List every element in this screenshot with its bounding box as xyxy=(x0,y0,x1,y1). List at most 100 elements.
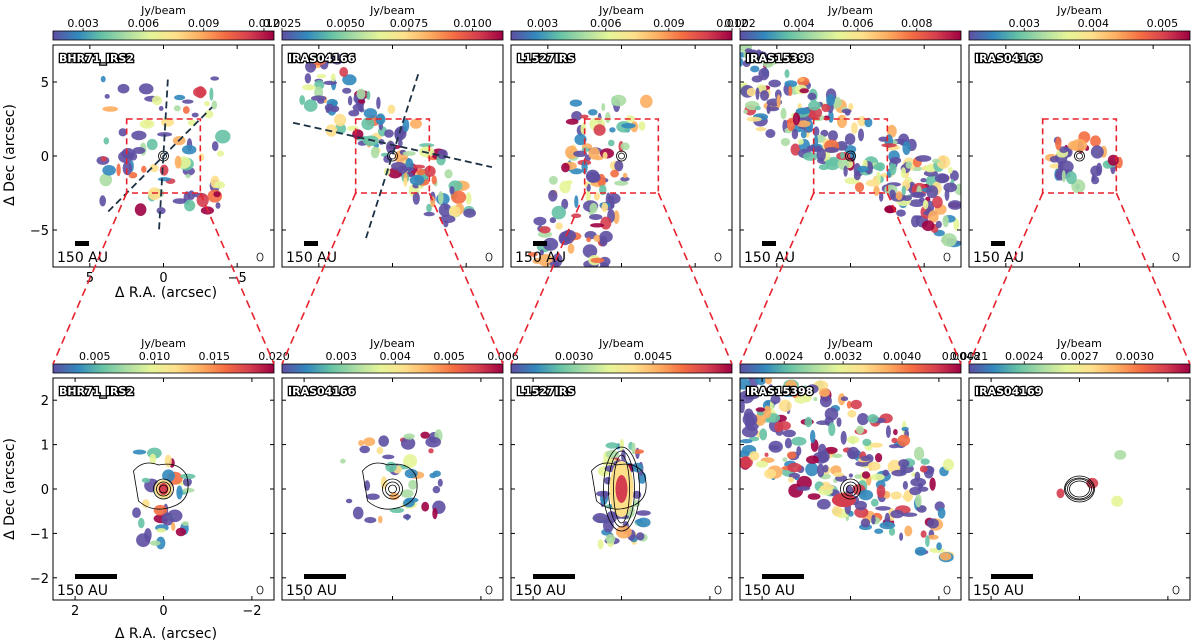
contours xyxy=(616,150,627,162)
scale-bar xyxy=(991,241,1005,246)
map-background xyxy=(969,45,1190,267)
colorbar-tick-label: 0.004 xyxy=(1078,17,1110,30)
contours xyxy=(1064,475,1095,503)
panel-overview-iras15398: Jy/beam 0.002 0.004 0.006 0.008 IRAS15398 150 … xyxy=(724,4,962,268)
contours xyxy=(133,462,189,510)
source-label: IRAS04169 xyxy=(975,52,1042,65)
source-label: IRAS04169 xyxy=(975,385,1042,398)
colorbar-tick-label: 0.005 xyxy=(1147,17,1179,30)
source-label: IRAS04166 xyxy=(288,385,356,398)
zoom-connectors xyxy=(52,192,1191,365)
beam-ellipse xyxy=(485,585,493,595)
contours xyxy=(362,462,418,510)
y-axis-label-top: Δ Dec (arcsec) xyxy=(2,104,18,206)
y-tick-label: −1 xyxy=(30,527,49,542)
zoom-connector-right xyxy=(1115,192,1191,365)
colorbar-tick-label: 0.0075 xyxy=(390,17,429,30)
scale-bar-label: 150 AU xyxy=(515,250,566,266)
zoom-box xyxy=(125,118,202,194)
scale-bar xyxy=(304,241,318,246)
map-background xyxy=(969,378,1190,600)
beam-ellipse xyxy=(714,585,722,595)
zoom-connector-left xyxy=(510,192,586,365)
colorbar xyxy=(281,363,504,374)
scale-bar xyxy=(991,574,1033,579)
colorbar-tick-label: 0.012 xyxy=(248,17,280,30)
zoom-box xyxy=(812,118,889,194)
colorbar xyxy=(52,363,275,374)
source-label: L1527IRS xyxy=(517,52,575,65)
x-tick-label: 2 xyxy=(71,604,79,619)
colorbar-tick-label: 0.0050 xyxy=(326,17,365,30)
scale-bar-label: 150 AU xyxy=(973,583,1024,599)
beam-ellipse xyxy=(943,585,951,595)
beam-ellipse xyxy=(256,252,264,262)
scale-bar-label: 150 AU xyxy=(744,250,795,266)
colorbar-unit-label: Jy/beam xyxy=(827,4,873,17)
colorbar-tick-label: 0.009 xyxy=(188,17,220,30)
emission-map xyxy=(340,429,446,524)
y-tick-label: 2 xyxy=(41,394,49,409)
colorbar-tick-label: 0.006 xyxy=(128,17,160,30)
panel-overview-bhr71_irs2: Jy/beam0.0030.0060.0090.01250−550−5BHR71… xyxy=(30,4,280,286)
y-tick-label: 0 xyxy=(41,483,49,498)
scale-bar-label: 150 AU xyxy=(286,583,337,599)
beam-ellipse xyxy=(714,252,722,262)
panel-zoom-iras04166: Jy/beam 0.003 0.004 0.005 0.006 IRAS04166 150 … xyxy=(281,337,519,601)
zoom-connector-left xyxy=(968,192,1044,365)
colorbar-unit-label: Jy/beam xyxy=(598,337,644,350)
colorbar-tick-label: 0.0030 xyxy=(1116,350,1155,363)
emission-map xyxy=(132,447,196,550)
emission-map xyxy=(1056,450,1127,507)
x-tick-label: −2 xyxy=(242,604,261,619)
colorbar-tick-label: 0.0025 xyxy=(263,17,302,30)
scale-bar xyxy=(762,241,776,246)
panel-grid: Jy/beam0.0030.0060.0090.01250−550−5BHR71… xyxy=(30,4,1191,619)
colorbar-tick-label: 0.0032 xyxy=(824,350,863,363)
colorbar-tick-label: 0.002 xyxy=(724,17,756,30)
colorbar xyxy=(281,30,504,41)
scale-bar-label: 150 AU xyxy=(744,583,795,599)
scale-bar xyxy=(75,241,89,246)
colorbar xyxy=(739,30,962,41)
scale-bar-label: 150 AU xyxy=(286,250,337,266)
colorbar-tick-label: 0.0021 xyxy=(950,350,989,363)
contours xyxy=(1074,150,1085,162)
y-axis-label-bottom: Δ Dec (arcsec) xyxy=(2,438,18,540)
colorbar-tick-label: 0.0048 xyxy=(942,350,981,363)
y-tick-label: 1 xyxy=(41,439,49,454)
colorbar-tick-label: 0.008 xyxy=(901,17,933,30)
source-label: BHR71_IRS2 xyxy=(59,385,134,398)
source-label: L1527IRS xyxy=(517,385,575,398)
x-axis-label-bottom: Δ R.A. (arcsec) xyxy=(115,626,217,642)
y-tick-label: 5 xyxy=(41,76,49,91)
panel-zoom-iras04169: Jy/beam 0.0021 0.0024 0.0027 0.0030 IRAS04169… xyxy=(950,337,1191,601)
colorbar xyxy=(52,30,275,41)
scale-bar-label: 150 AU xyxy=(515,583,566,599)
colorbar-tick-label: 0.0045 xyxy=(634,350,673,363)
zoom-connector-right xyxy=(886,192,962,365)
colorbar-unit-label: Jy/beam xyxy=(827,337,873,350)
colorbar-tick-label: 0.0027 xyxy=(1060,350,1099,363)
source-label: IRAS15398 xyxy=(746,385,813,398)
scale-bar xyxy=(75,574,117,579)
emission-map xyxy=(527,94,653,267)
colorbar-tick-label: 0.006 xyxy=(590,17,622,30)
colorbar-tick-label: 0.006 xyxy=(487,350,519,363)
colorbar xyxy=(510,363,733,374)
colorbar xyxy=(739,363,962,374)
colorbar-tick-label: 0.0024 xyxy=(1005,350,1044,363)
panel-overview-iras04166: Jy/beam 0.0025 0.0050 0.0075 0.0100 IRAS04166… xyxy=(263,4,504,268)
beam-ellipse xyxy=(1172,252,1180,262)
zoom-connector-right xyxy=(428,192,504,365)
colorbar-unit-label: Jy/beam xyxy=(140,4,186,17)
outflow-axis xyxy=(365,71,420,239)
colorbar-tick-label: 0.012 xyxy=(716,17,748,30)
colorbar-unit-label: Jy/beam xyxy=(369,337,415,350)
emission-map xyxy=(740,45,961,248)
scale-bar-label: 150 AU xyxy=(57,250,108,266)
y-tick-label: 0 xyxy=(41,150,49,165)
source-label: IRAS04166 xyxy=(288,52,356,65)
contours xyxy=(845,150,856,162)
